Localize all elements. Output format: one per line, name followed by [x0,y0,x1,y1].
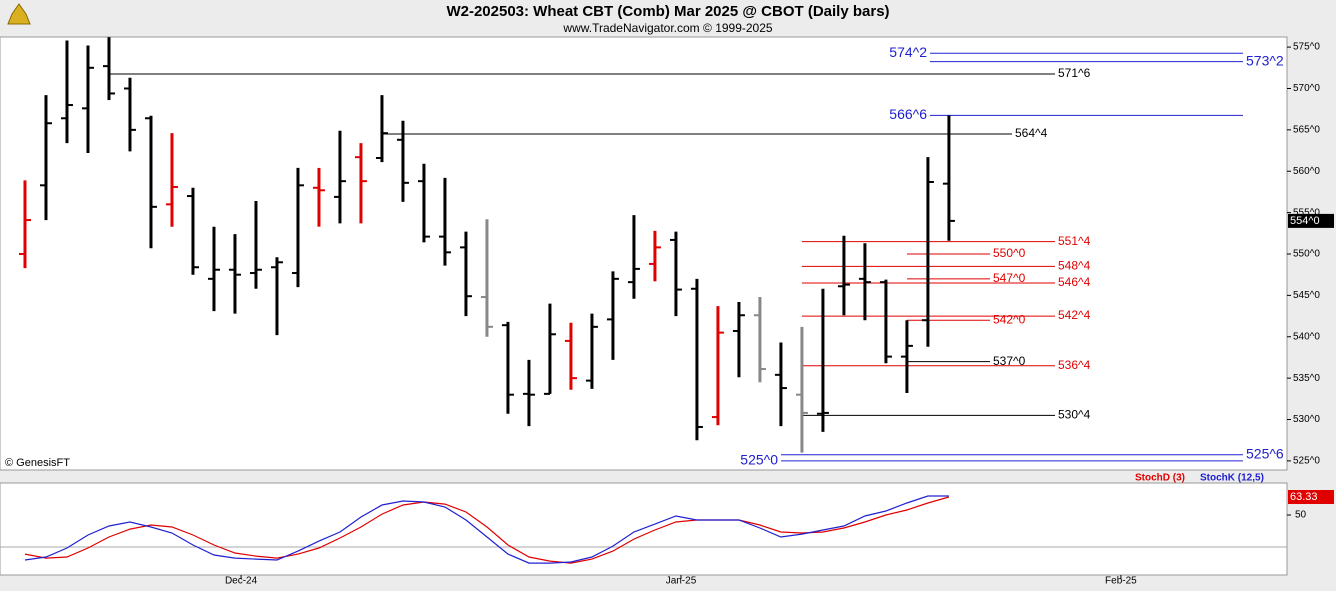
y-tick-label: 540^0 [1293,331,1320,342]
y-tick-label: 550^0 [1293,249,1320,260]
stoch-line [24,496,950,564]
level-label: 537^0 [993,354,1026,368]
y-tick-label: 530^0 [1293,414,1320,425]
level-label: 574^2 [889,44,927,60]
level-label: 548^4 [1058,259,1091,273]
level-label: 542^4 [1058,308,1091,322]
level-label: 551^4 [1058,234,1091,248]
level-label: 525^0 [740,452,778,468]
level-label: 542^0 [993,312,1026,326]
y-tick-label: 50 [1295,510,1307,521]
legend-entry: StochD (3) [1135,473,1185,484]
level-label: 571^6 [1058,66,1091,80]
level-label: 564^4 [1015,126,1048,140]
watermark: © GenesisFT [5,457,70,469]
last-price-box [1288,213,1334,228]
x-tick-label: Jan-25 [666,576,697,587]
logo [7,3,31,25]
level-label: 550^0 [993,246,1026,260]
level-label: 573^2 [1246,52,1284,68]
last-value-box [1288,490,1334,505]
level-label: 530^4 [1058,408,1091,422]
chart-subtitle: www.TradeNavigator.com © 1999-2025 [562,21,772,35]
level-label: 546^4 [1058,275,1091,289]
level-label: 525^6 [1246,445,1284,461]
level-label: 566^6 [889,106,927,122]
y-tick-label: 570^0 [1293,83,1320,94]
y-tick-label: 560^0 [1293,166,1320,177]
y-tick-label: 575^0 [1293,42,1320,53]
x-tick-label: Feb-25 [1105,576,1137,587]
y-tick-label: 555^0 [1293,207,1320,218]
chart-title: W2-202503: Wheat CBT (Comb) Mar 2025 @ C… [446,3,889,20]
stoch-line [24,495,949,564]
y-tick-label: 565^0 [1293,125,1320,136]
legend-entry: StochK (12,5) [1200,473,1264,484]
last-price-label: 554^0 [1290,215,1320,227]
y-tick-label: 525^0 [1293,456,1320,467]
y-tick-label: 535^0 [1293,373,1320,384]
level-label: 547^0 [993,271,1026,285]
x-tick-label: Dec-24 [225,576,258,587]
last-value-label: 63.33 [1290,491,1318,503]
level-label: 536^4 [1058,358,1091,372]
y-tick-label: 545^0 [1293,290,1320,301]
